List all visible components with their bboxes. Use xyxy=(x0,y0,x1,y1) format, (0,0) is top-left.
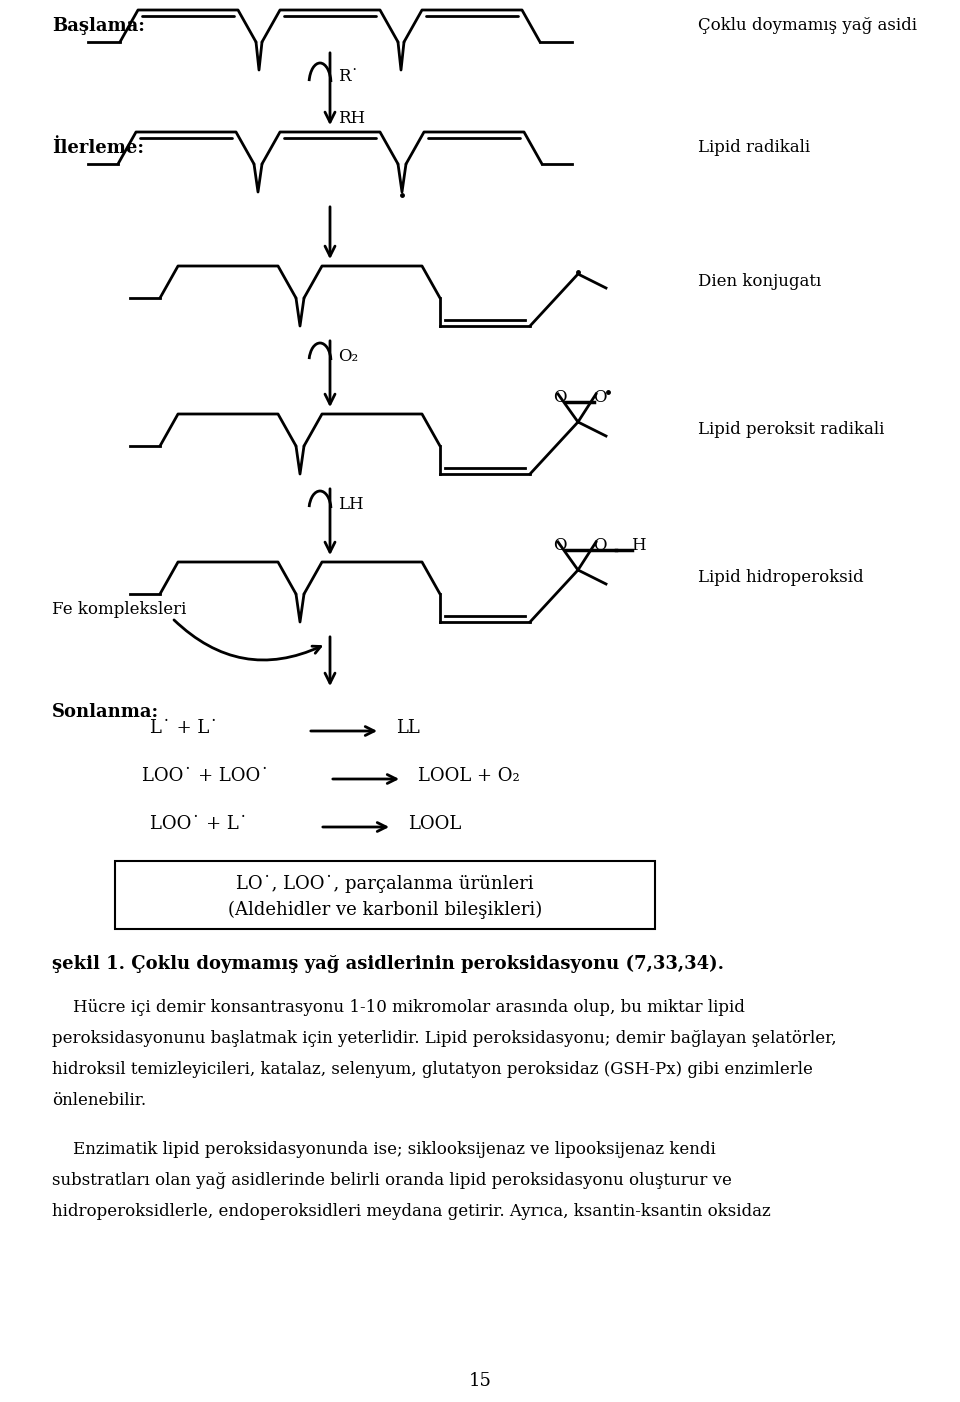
Text: LOO˙ + L˙: LOO˙ + L˙ xyxy=(150,815,248,833)
Text: (Aldehidler ve karbonil bileşikleri): (Aldehidler ve karbonil bileşikleri) xyxy=(228,901,542,920)
Text: O: O xyxy=(593,537,607,555)
Text: LL: LL xyxy=(396,719,420,737)
Text: Fe kompleksleri: Fe kompleksleri xyxy=(52,601,186,618)
Text: Enzimatik lipid peroksidasyonunda ise; siklooksijenaz ve lipooksijenaz kendi: Enzimatik lipid peroksidasyonunda ise; s… xyxy=(52,1141,716,1158)
Text: O: O xyxy=(593,390,607,407)
Text: O₂: O₂ xyxy=(338,348,358,365)
Text: Başlama:: Başlama: xyxy=(52,17,145,35)
FancyArrowPatch shape xyxy=(174,620,321,660)
Text: RH: RH xyxy=(338,109,365,128)
Text: peroksidasyonunu başlatmak için yeterlidir. Lipid peroksidasyonu; demir bağlayan: peroksidasyonunu başlatmak için yeterlid… xyxy=(52,1030,836,1047)
Text: önlenebilir.: önlenebilir. xyxy=(52,1092,146,1109)
Text: Sonlanma:: Sonlanma: xyxy=(52,702,159,721)
Text: Lipid peroksit radikali: Lipid peroksit radikali xyxy=(698,422,884,439)
Text: şekil 1. Çoklu doymamış yağ asidlerinin peroksidasyonu (7,33,34).: şekil 1. Çoklu doymamış yağ asidlerinin … xyxy=(52,955,724,973)
Text: Hücre içi demir konsantrasyonu 1-10 mikromolar arasında olup, bu miktar lipid: Hücre içi demir konsantrasyonu 1-10 mikr… xyxy=(52,1000,745,1016)
Bar xyxy=(115,861,655,930)
Text: Çoklu doymamış yağ asidi: Çoklu doymamış yağ asidi xyxy=(698,17,917,35)
Text: substratları olan yağ asidlerinde belirli oranda lipid peroksidasyonu oluşturur : substratları olan yağ asidlerinde belirl… xyxy=(52,1172,732,1189)
Text: Lipid radikali: Lipid radikali xyxy=(698,140,810,157)
Text: LH: LH xyxy=(338,496,364,513)
Text: İlerleme:: İlerleme: xyxy=(52,139,144,157)
Text: hidroperoksidlerle, endoperoksidleri meydana getirir. Ayrıca, ksantin-ksantin ok: hidroperoksidlerle, endoperoksidleri mey… xyxy=(52,1203,771,1220)
Text: LOOL: LOOL xyxy=(408,815,461,833)
Text: L˙ + L˙: L˙ + L˙ xyxy=(150,719,218,737)
Text: H: H xyxy=(631,537,645,555)
Text: Dien konjugatı: Dien konjugatı xyxy=(698,273,821,290)
Text: LOO˙ + LOO˙: LOO˙ + LOO˙ xyxy=(142,767,269,785)
Text: hidroksil temizleyicileri, katalaz, selenyum, glutatyon peroksidaz (GSH-Px) gibi: hidroksil temizleyicileri, katalaz, sele… xyxy=(52,1061,813,1078)
Text: O: O xyxy=(553,537,566,555)
Text: Lipid hidroperoksid: Lipid hidroperoksid xyxy=(698,569,864,586)
Text: R˙: R˙ xyxy=(338,69,359,86)
Text: 15: 15 xyxy=(468,1373,492,1389)
Text: O: O xyxy=(553,390,566,407)
Text: LO˙, LOO˙, parçalanma ürünleri: LO˙, LOO˙, parçalanma ürünleri xyxy=(236,875,534,893)
Text: LOOL + O₂: LOOL + O₂ xyxy=(418,767,519,785)
